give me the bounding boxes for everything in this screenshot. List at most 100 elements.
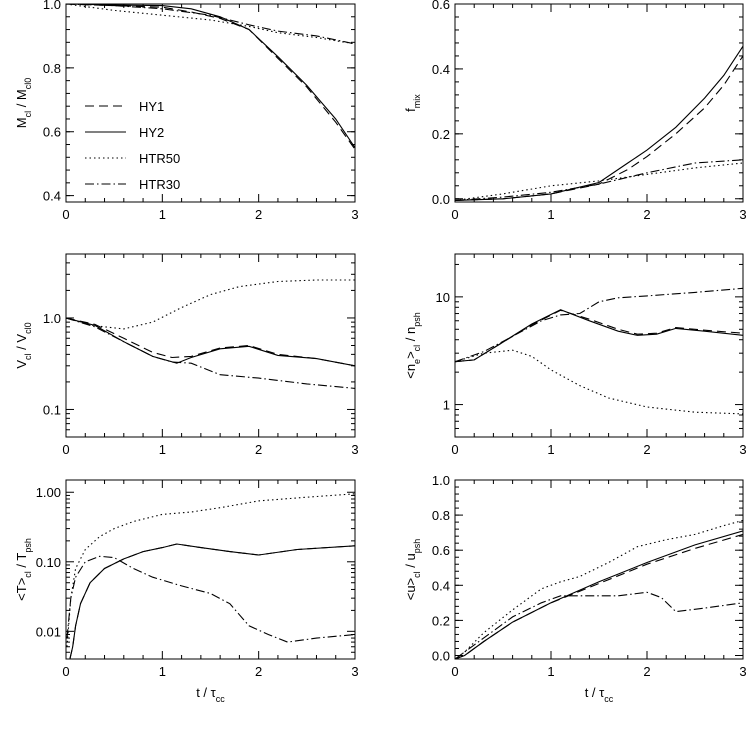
series-line-htr50: [455, 519, 743, 659]
x-tick-label: 2: [255, 664, 262, 679]
x-tick-label: 1: [547, 664, 554, 679]
y-tick-label: 0.6: [432, 543, 450, 558]
series-line-htr30: [66, 4, 355, 45]
series-line-hy2: [69, 543, 355, 659]
plot-frame: [454, 253, 744, 438]
legend-label-hy1: HY1: [139, 99, 164, 114]
chart-panel-bottom-right: 0 1 2 3 0.0 0.2 0.4 0.6 0.8 1.0 <u>cl / upsh t / τc…: [403, 473, 747, 704]
x-tick-label: 3: [739, 664, 746, 679]
series-line-hy1: [69, 543, 355, 659]
x-tick-label: 0: [451, 442, 458, 457]
x-axis-label: t / τcc: [196, 685, 225, 704]
x-tick-label: 1: [547, 442, 554, 457]
x-tick-label: 3: [351, 442, 358, 457]
series-group: [66, 279, 355, 389]
y-axis-label: <ne>cl / npsh: [403, 312, 422, 379]
y-tick-label: 0.0: [432, 192, 450, 207]
x-tick-label: 1: [547, 207, 554, 222]
legend-label-htr50: HTR50: [139, 151, 180, 166]
y-axis-label: <u>cl / upsh: [403, 539, 422, 601]
series-line-hy1: [455, 533, 743, 659]
plot-frame: [454, 3, 744, 203]
y-tick-label: 0.6: [432, 0, 450, 12]
series-line-htr50: [455, 349, 743, 415]
series-group: [66, 493, 355, 659]
series-line-hy1: [66, 4, 355, 150]
y-tick-label: 0.10: [36, 555, 61, 570]
legend-label-htr30: HTR30: [139, 177, 180, 192]
series-line-hy2: [66, 317, 355, 367]
x-tick-label: 1: [159, 442, 166, 457]
y-tick-label: 0.8: [432, 508, 450, 523]
y-tick-label: 1.0: [43, 311, 61, 326]
plot-frame: [65, 3, 356, 203]
series-group: [455, 287, 743, 415]
x-tick-label: 1: [159, 664, 166, 679]
plot-frame: [65, 253, 356, 438]
y-axis-label: Vcl / Vcl0: [14, 322, 33, 368]
y-tick-label: 10: [436, 290, 450, 305]
series-line-hy1: [455, 309, 743, 363]
series-group: [66, 4, 355, 150]
series-line-hy2: [66, 4, 355, 149]
series-line-hy2: [455, 45, 743, 201]
series-line-htr30: [66, 317, 355, 389]
x-tick-label: 1: [159, 207, 166, 222]
y-tick-label: 0.4: [432, 62, 450, 77]
y-tick-label: 0.4: [432, 578, 450, 593]
y-axis-label: fmix: [403, 94, 422, 112]
x-tick-label: 2: [643, 664, 650, 679]
x-tick-label: 2: [255, 207, 262, 222]
series-line-htr50: [66, 4, 355, 45]
x-tick-label: 2: [643, 207, 650, 222]
series-line-hy1: [455, 55, 743, 201]
series-line-hy1: [66, 317, 355, 367]
series-line-htr30: [455, 591, 743, 659]
y-tick-label: 0.2: [432, 127, 450, 142]
x-tick-label: 3: [351, 664, 358, 679]
y-tick-label: 1.00: [36, 485, 61, 500]
chart-panel-middle-left: 0 1 2 3 0.1 1.0 Vcl / Vcl0: [14, 253, 359, 457]
x-tick-label: 0: [62, 664, 69, 679]
y-tick-label: 0.0: [432, 648, 450, 663]
x-tick-label: 0: [451, 664, 458, 679]
chart-panel-top-left: 0 1 2 3 0.4 0.6 0.8 1.0 Mcl / Mcl0 HY1 HY2 HTR50 HTR…: [14, 0, 359, 222]
y-tick-label: 0.8: [43, 61, 61, 76]
y-axis-label: <T>cl / Tpsh: [14, 538, 33, 601]
series-line-htr50: [455, 162, 743, 201]
x-axis-label: t / τcc: [585, 685, 614, 704]
series-line-htr30: [66, 555, 355, 643]
x-tick-label: 0: [62, 442, 69, 457]
x-tick-label: 0: [451, 207, 458, 222]
y-tick-label: 0.4: [43, 189, 61, 204]
y-axis-label: Mcl / Mcl0: [14, 78, 33, 129]
series-group: [455, 519, 743, 659]
series-line-htr50: [66, 493, 355, 647]
plot-frame: [65, 479, 356, 660]
legend: HY1 HY2 HTR50 HTR30: [85, 99, 180, 192]
chart-panel-top-right: 0 1 2 3 0.0 0.2 0.4 0.6 fmix: [403, 0, 747, 222]
x-tick-label: 2: [643, 442, 650, 457]
x-tick-label: 3: [739, 442, 746, 457]
y-tick-label: 0.2: [432, 613, 450, 628]
series-line-htr50: [66, 279, 355, 330]
y-tick-label: 0.6: [43, 125, 61, 140]
y-tick-label: 1.0: [432, 473, 450, 488]
x-tick-label: 2: [255, 442, 262, 457]
legend-label-hy2: HY2: [139, 125, 164, 140]
plot-frame: [454, 479, 744, 660]
x-tick-label: 3: [351, 207, 358, 222]
x-tick-label: 0: [62, 207, 69, 222]
series-line-hy2: [455, 309, 743, 363]
chart-panel-bottom-left: 0 1 2 3 0.01 0.10 1.00 <T>cl / Tpsh t / τcc: [14, 479, 359, 704]
chart-panel-middle-right: 0 1 2 3 1 10 <ne>cl / npsh: [403, 253, 747, 457]
y-tick-label: 0.01: [36, 624, 61, 639]
y-tick-label: 1.0: [43, 0, 61, 12]
series-line-htr30: [455, 159, 743, 201]
x-tick-label: 3: [739, 207, 746, 222]
y-tick-label: 1: [443, 398, 450, 413]
series-line-hy2: [455, 530, 743, 659]
y-tick-label: 0.1: [43, 402, 61, 417]
series-group: [455, 45, 743, 201]
